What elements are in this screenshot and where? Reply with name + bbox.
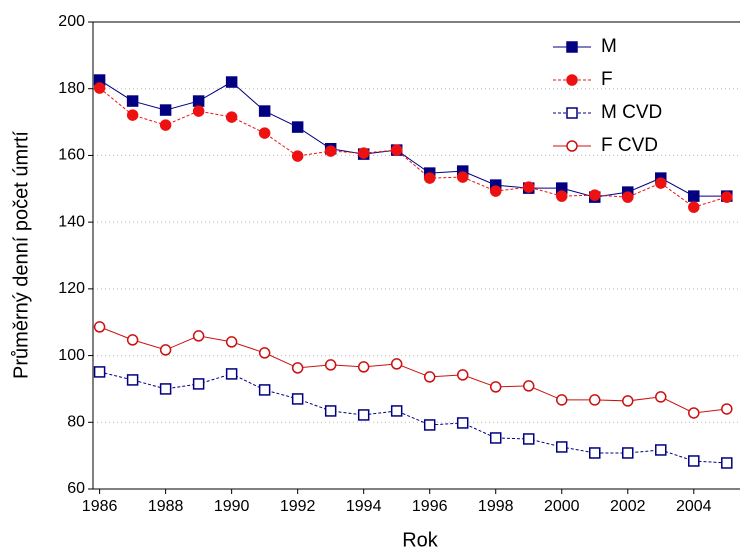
marker	[159, 104, 172, 116]
marker	[357, 409, 370, 421]
marker	[126, 374, 139, 386]
legend-text: F CVD	[601, 135, 658, 156]
marker	[390, 358, 403, 370]
legend-text: F	[601, 69, 613, 90]
marker	[291, 393, 304, 405]
legend-text: M CVD	[601, 102, 662, 123]
x-tick-label: 1994	[346, 498, 382, 515]
marker	[291, 150, 304, 162]
legend-marker	[566, 41, 578, 53]
x-tick-label: 2004	[676, 498, 712, 515]
plot-area	[93, 74, 733, 469]
marker	[93, 321, 106, 333]
marker	[589, 189, 601, 201]
marker	[324, 359, 337, 371]
marker	[555, 441, 568, 453]
y-tick-label: 140	[58, 213, 85, 230]
legend-marker	[566, 74, 578, 86]
legend-text: M	[601, 36, 617, 57]
marker	[489, 381, 502, 393]
marker	[159, 344, 172, 356]
marker	[225, 111, 238, 123]
marker	[721, 457, 733, 469]
y-axis-title: Průměrný denní počet úmrtí	[10, 131, 32, 379]
marker	[721, 191, 733, 203]
legend-marker	[566, 140, 578, 152]
marker	[192, 95, 205, 107]
marker	[589, 394, 601, 406]
x-tick-label: 1996	[412, 498, 448, 515]
marker	[258, 347, 271, 359]
marker	[126, 334, 139, 346]
y-tick-label: 160	[58, 147, 85, 164]
y-tick-label: 120	[58, 280, 85, 297]
marker	[324, 145, 337, 157]
x-tick-label: 1990	[214, 498, 250, 515]
marker	[622, 395, 634, 407]
x-tick-label: 2002	[610, 498, 646, 515]
marker	[622, 447, 634, 459]
marker	[589, 447, 601, 459]
y-tick-label: 80	[67, 414, 85, 431]
marker	[192, 378, 205, 390]
marker	[688, 455, 700, 467]
marker	[192, 330, 205, 342]
marker	[357, 361, 370, 373]
marker	[555, 394, 568, 406]
marker	[93, 366, 106, 378]
marker	[688, 201, 700, 213]
marker	[655, 444, 667, 456]
marker	[324, 405, 337, 417]
marker	[126, 109, 139, 121]
x-tick-label: 1998	[478, 498, 514, 515]
marker	[456, 171, 469, 183]
x-tick-label: 1992	[280, 498, 316, 515]
marker	[456, 417, 469, 429]
marker	[456, 369, 469, 381]
marker	[225, 336, 238, 348]
marker	[192, 105, 205, 117]
y-tick-label: 60	[67, 480, 85, 497]
marker	[655, 177, 667, 189]
marker	[721, 403, 733, 415]
marker	[522, 380, 535, 392]
marker	[688, 407, 700, 419]
marker	[423, 419, 436, 431]
marker	[258, 105, 271, 117]
marker	[225, 76, 238, 88]
marker	[622, 191, 634, 203]
marker	[423, 172, 436, 184]
marker	[489, 432, 502, 444]
marker	[390, 144, 403, 156]
marker	[423, 371, 436, 383]
marker	[291, 362, 304, 374]
marker	[291, 121, 304, 133]
marker	[258, 384, 271, 396]
marker	[655, 391, 667, 403]
marker	[555, 190, 568, 202]
marker	[390, 405, 403, 417]
y-tick-label: 180	[58, 80, 85, 97]
marker	[93, 82, 106, 94]
marker	[159, 383, 172, 395]
marker	[159, 119, 172, 131]
marker	[126, 95, 139, 107]
x-axis-title: Rok	[402, 529, 439, 551]
marker	[225, 368, 238, 380]
marker	[258, 127, 271, 139]
y-tick-label: 200	[58, 13, 85, 30]
marker	[522, 433, 535, 445]
y-tick-label: 100	[58, 347, 85, 364]
x-tick-label: 1988	[148, 498, 184, 515]
legend-marker	[566, 107, 578, 119]
x-tick-label: 1986	[82, 498, 118, 515]
marker	[688, 190, 700, 202]
marker	[522, 181, 535, 193]
x-tick-label: 2000	[544, 498, 580, 515]
marker	[489, 185, 502, 197]
marker	[357, 147, 370, 159]
